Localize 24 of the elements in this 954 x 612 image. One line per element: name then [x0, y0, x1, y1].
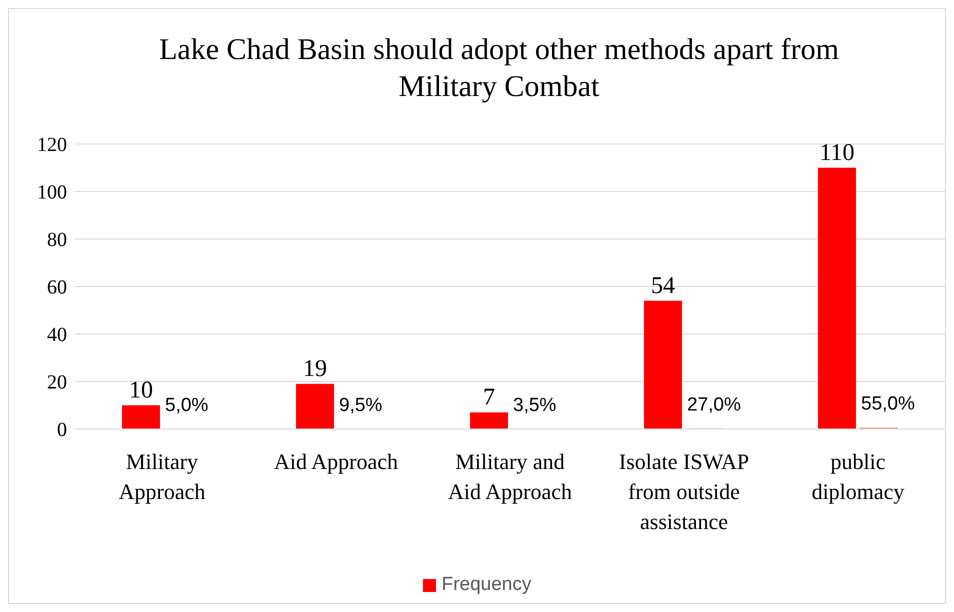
y-tick-label: 0: [57, 419, 67, 442]
data-label: 110: [819, 140, 855, 166]
y-tick-label: 120: [37, 134, 67, 156]
x-tick-label: Military Approach: [118, 449, 206, 504]
data-label: 3,5%: [513, 394, 556, 416]
data-label: 55,0%: [861, 394, 915, 415]
data-label: 54: [651, 272, 675, 299]
legend-label: Frequency: [440, 574, 532, 596]
y-tick-label: 80: [47, 229, 67, 252]
x-tick-label: Isolate ISWAP from outside assistance: [618, 449, 750, 534]
data-label: 10: [129, 377, 153, 404]
y-tick-label: 20: [47, 372, 67, 394]
x-tick-label: public diplomacy: [812, 449, 904, 504]
y-tick-label: 60: [47, 276, 67, 299]
y-tick-label: 100: [37, 182, 67, 204]
x-tick-label: Military and Aid Approach: [448, 449, 572, 504]
data-label: 19: [303, 356, 327, 382]
data-label: 5,0%: [165, 394, 208, 416]
y-tick-label: 40: [47, 324, 67, 346]
data-label: 9,5%: [339, 394, 382, 416]
chart-title: Lake Chad Basin should adopt other methods apart from Military Combat: [158, 32, 840, 105]
data-label: 7: [483, 384, 495, 410]
x-tick-label: Aid Approach: [274, 449, 398, 474]
data-label: 27,0%: [687, 394, 741, 416]
